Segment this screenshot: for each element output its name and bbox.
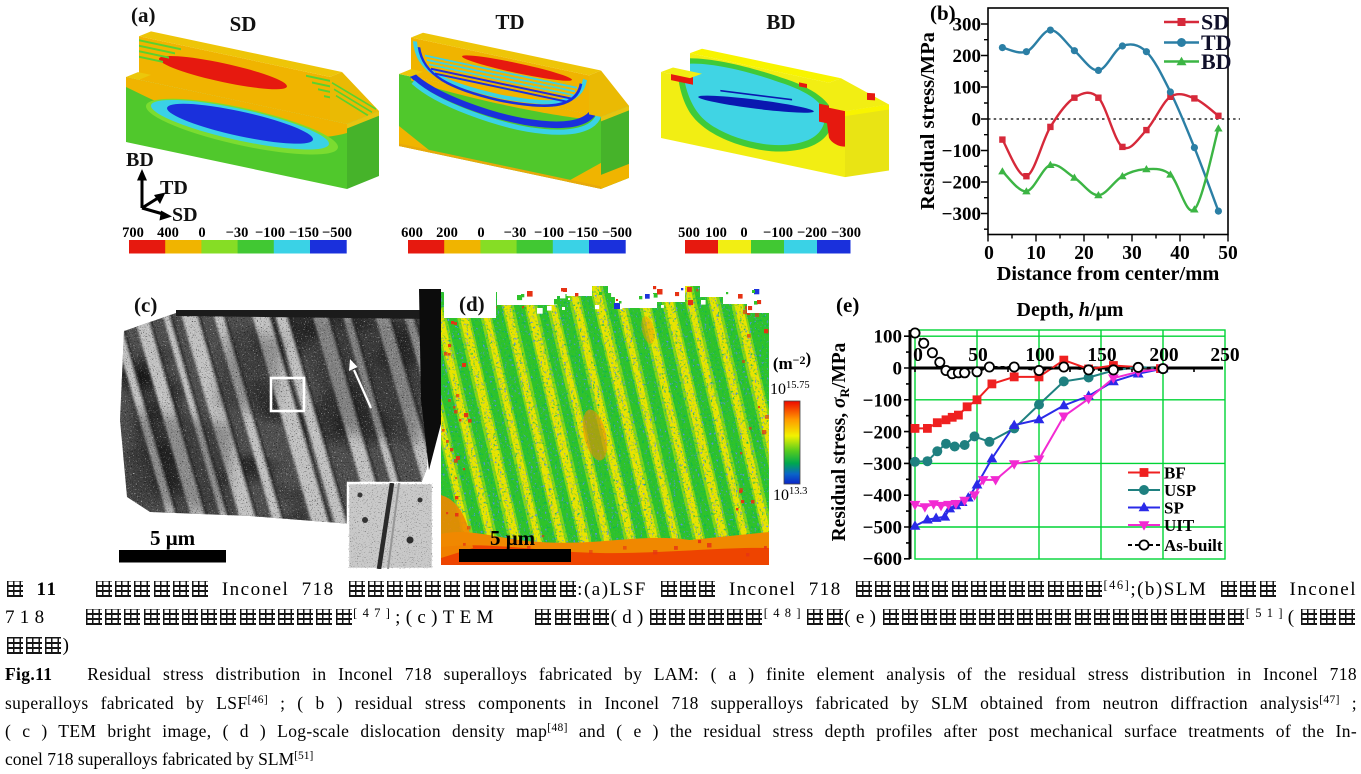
svg-text:SD: SD [1201, 10, 1229, 35]
svg-text:100: 100 [1025, 345, 1054, 366]
svg-text:0: 0 [198, 225, 205, 241]
svg-text:300: 300 [953, 15, 982, 36]
svg-text:100: 100 [874, 327, 903, 348]
svg-text:30: 30 [1122, 243, 1142, 264]
svg-text:1015.75: 1015.75 [770, 380, 810, 398]
svg-text:100: 100 [953, 78, 982, 99]
svg-text:(b): (b) [930, 1, 956, 25]
svg-text:−150: −150 [568, 225, 598, 241]
svg-text:20: 20 [1074, 243, 1094, 264]
svg-text:−600: −600 [863, 549, 902, 570]
svg-text:0: 0 [740, 225, 747, 241]
svg-text:200: 200 [953, 46, 982, 67]
svg-text:1013.3: 1013.3 [773, 486, 807, 504]
svg-text:BD: BD [766, 10, 795, 34]
svg-text:UIT: UIT [1164, 516, 1195, 535]
svg-text:600: 600 [401, 225, 423, 241]
svg-text:40: 40 [1170, 243, 1190, 264]
svg-text:−400: −400 [863, 486, 902, 507]
svg-text:BF: BF [1164, 464, 1186, 483]
svg-text:−100: −100 [863, 391, 902, 412]
svg-text:700: 700 [122, 225, 144, 241]
svg-text:−100: −100 [942, 141, 981, 162]
svg-text:−150: −150 [289, 225, 319, 241]
svg-text:150: 150 [1087, 345, 1116, 366]
svg-text:0: 0 [913, 345, 923, 366]
svg-text:200: 200 [436, 225, 458, 241]
svg-text:−300: −300 [831, 225, 861, 241]
svg-text:100: 100 [705, 225, 727, 241]
svg-text:0: 0 [972, 110, 982, 131]
svg-text:Depth, h/μm: Depth, h/μm [1017, 299, 1124, 321]
svg-text:0: 0 [984, 243, 994, 264]
svg-text:−200: −200 [797, 225, 827, 241]
svg-text:TD: TD [495, 10, 524, 34]
svg-text:Residual stress/MPa: Residual stress/MPa [917, 32, 939, 210]
svg-text:−200: −200 [863, 423, 902, 444]
svg-text:SD: SD [172, 204, 198, 226]
svg-text:(c): (c) [134, 293, 157, 317]
svg-text:−300: −300 [942, 204, 981, 225]
svg-text:Residual stress, σR/MPa: Residual stress, σR/MPa [830, 342, 852, 541]
svg-text:0: 0 [477, 225, 484, 241]
svg-text:−100: −100 [763, 225, 793, 241]
svg-text:250: 250 [1210, 345, 1239, 366]
svg-text:(a): (a) [131, 3, 156, 27]
svg-text:50: 50 [1218, 243, 1238, 264]
svg-text:(e): (e) [836, 293, 859, 317]
svg-text:5 μm: 5 μm [150, 526, 196, 550]
svg-text:Distance from center/mm: Distance from center/mm [997, 263, 1220, 285]
svg-text:50: 50 [968, 345, 988, 366]
svg-text:−300: −300 [863, 454, 902, 475]
svg-text:(d): (d) [459, 292, 485, 316]
svg-text:200: 200 [1149, 345, 1178, 366]
svg-text:5 μm: 5 μm [490, 526, 536, 550]
svg-text:0: 0 [893, 359, 903, 380]
svg-text:(m−2): (m−2) [773, 349, 811, 373]
svg-text:USP: USP [1164, 481, 1196, 500]
svg-text:−100: −100 [534, 225, 564, 241]
svg-text:TD: TD [1201, 30, 1232, 55]
svg-text:500: 500 [678, 225, 700, 241]
svg-text:10: 10 [1026, 243, 1046, 264]
svg-text:−500: −500 [602, 225, 632, 241]
svg-text:−30: −30 [504, 225, 527, 241]
svg-text:−500: −500 [322, 225, 352, 241]
svg-text:SD: SD [230, 12, 257, 36]
svg-text:−500: −500 [863, 518, 902, 539]
svg-text:BD: BD [126, 149, 154, 171]
svg-text:TD: TD [160, 177, 188, 199]
svg-text:BD: BD [1201, 49, 1232, 74]
svg-text:−100: −100 [255, 225, 285, 241]
svg-text:−200: −200 [942, 173, 981, 194]
svg-text:−30: −30 [226, 225, 249, 241]
svg-text:400: 400 [157, 225, 179, 241]
svg-text:As-built: As-built [1164, 536, 1223, 555]
svg-text:SP: SP [1164, 499, 1184, 518]
